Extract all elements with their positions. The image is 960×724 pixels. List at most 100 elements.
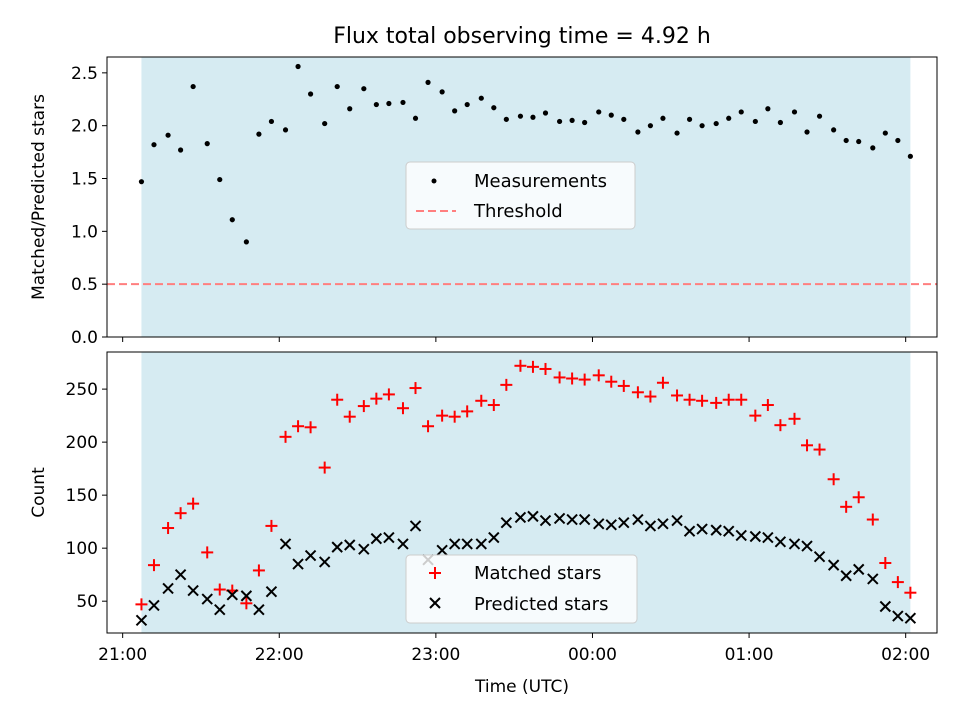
matched-star-point xyxy=(514,359,527,372)
measurement-point xyxy=(178,147,184,153)
measurement-point xyxy=(686,116,693,122)
matched-star-point xyxy=(735,393,748,406)
measurement-point xyxy=(491,105,497,111)
measurement-point xyxy=(464,101,470,108)
predicted-star-point xyxy=(904,612,917,624)
measurement-point xyxy=(503,116,509,122)
measurement-point xyxy=(816,113,823,119)
predicted-star-point xyxy=(304,549,317,562)
x-tick-label: 02:00 xyxy=(881,645,930,665)
y-tick-label: 150 xyxy=(66,486,98,506)
predicted-star-point xyxy=(801,540,813,552)
predicted-star-point xyxy=(657,518,669,530)
chart-title: Flux total observing time = 4.92 h xyxy=(333,24,711,49)
predicted-star-point xyxy=(852,563,865,576)
matched-star-point xyxy=(566,372,579,385)
measurement-point xyxy=(882,130,888,136)
top-y-ticks: 0.0 0.5 1.0 1.5 2.0 2.5 xyxy=(71,64,107,348)
predicted-star-point xyxy=(265,585,278,598)
predicted-star-point xyxy=(644,520,657,532)
predicted-star-point xyxy=(461,538,473,550)
y-tick-label: 200 xyxy=(66,433,98,453)
bottom-x-ticks: 21:00 22:00 23:00 00:00 01:00 02:00 xyxy=(98,633,930,665)
y-tick-label: 250 xyxy=(66,380,98,400)
predicted-star-point xyxy=(240,590,253,602)
predicted-star-point xyxy=(436,544,448,556)
measurement-point xyxy=(596,109,602,115)
measurement-point xyxy=(268,118,275,125)
measurement-point xyxy=(165,132,171,138)
x-tick-label: 21:00 xyxy=(98,645,147,665)
measurement-point xyxy=(478,95,484,101)
predicted-star-point xyxy=(331,541,343,553)
top-x-ticks xyxy=(122,337,907,342)
matched-star-point xyxy=(539,362,552,375)
predicted-star-point xyxy=(892,610,904,622)
measurement-point xyxy=(621,116,627,122)
predicted-star-point xyxy=(788,538,801,550)
matched-star-point xyxy=(396,402,409,415)
measurement-point xyxy=(307,91,314,97)
matched-star-point xyxy=(710,396,723,409)
predicted-star-point xyxy=(553,512,566,525)
matched-star-point xyxy=(866,513,879,526)
predicted-star-point xyxy=(318,556,331,568)
measurement-point xyxy=(361,86,367,92)
matched-star-point xyxy=(578,373,591,386)
count-panel: 50 100 150 200 250 21:00 22:00 23:00 00:00 01:00… xyxy=(29,351,938,665)
x-tick-label: 23:00 xyxy=(411,645,460,665)
matched-star-point xyxy=(201,546,214,559)
matched-star-point xyxy=(436,409,449,422)
y-tick-label: 50 xyxy=(76,592,98,612)
predicted-star-point xyxy=(632,513,644,526)
measurement-point xyxy=(151,142,157,148)
matched-star-point xyxy=(370,392,383,405)
matched-star-point xyxy=(656,376,669,389)
top-y-axis-label: Matched/Predicted stars xyxy=(29,94,49,300)
predicted-star-point xyxy=(867,573,879,585)
predicted-star-point xyxy=(383,531,395,544)
y-tick-label: 1.0 xyxy=(71,222,98,242)
matched-star-point xyxy=(813,443,826,456)
predicted-star-point xyxy=(762,531,774,544)
measurement-point xyxy=(843,137,849,144)
measurement-point xyxy=(347,106,353,112)
predicted-star-point xyxy=(201,593,213,605)
matched-star-point xyxy=(475,394,488,407)
measurement-point xyxy=(373,101,379,108)
predicted-star-point xyxy=(226,589,238,601)
predicted-star-point xyxy=(696,523,708,535)
predicted-star-point xyxy=(488,531,500,544)
y-tick-label: 0.5 xyxy=(71,275,98,295)
matched-star-point xyxy=(265,519,278,532)
measurement-point xyxy=(282,127,289,133)
x-tick-label: 01:00 xyxy=(725,645,774,665)
matched-star-point xyxy=(879,557,892,570)
measurement-point xyxy=(635,129,641,135)
matched-star-point xyxy=(252,564,265,577)
predicted-star-point xyxy=(671,514,683,527)
predicted-star-point xyxy=(214,603,226,616)
measurement-point xyxy=(674,130,680,136)
predicted-star-point xyxy=(253,603,265,616)
matched-star-point xyxy=(904,586,917,599)
x-axis-label: Time (UTC) xyxy=(474,677,569,697)
measurement-point xyxy=(804,129,810,135)
measurement-point xyxy=(400,99,406,106)
predicted-star-point xyxy=(397,538,409,550)
matched-star-point xyxy=(671,389,684,402)
matched-star-point xyxy=(343,410,356,423)
predicted-star-point xyxy=(292,558,304,570)
top-axes-frame xyxy=(106,56,938,338)
predicted-star-point xyxy=(187,584,199,597)
matched-star-point xyxy=(409,382,422,395)
predicted-star-point xyxy=(448,538,461,550)
measurement-point xyxy=(870,145,876,151)
predicted-star-point xyxy=(749,530,762,543)
measurement-point xyxy=(895,137,901,144)
x-tick-label: 00:00 xyxy=(568,645,617,665)
predicted-star-point xyxy=(527,510,539,523)
measurement-point xyxy=(582,119,588,126)
bottom-y-axis-label: Count xyxy=(29,467,49,518)
measurement-point xyxy=(204,141,210,147)
